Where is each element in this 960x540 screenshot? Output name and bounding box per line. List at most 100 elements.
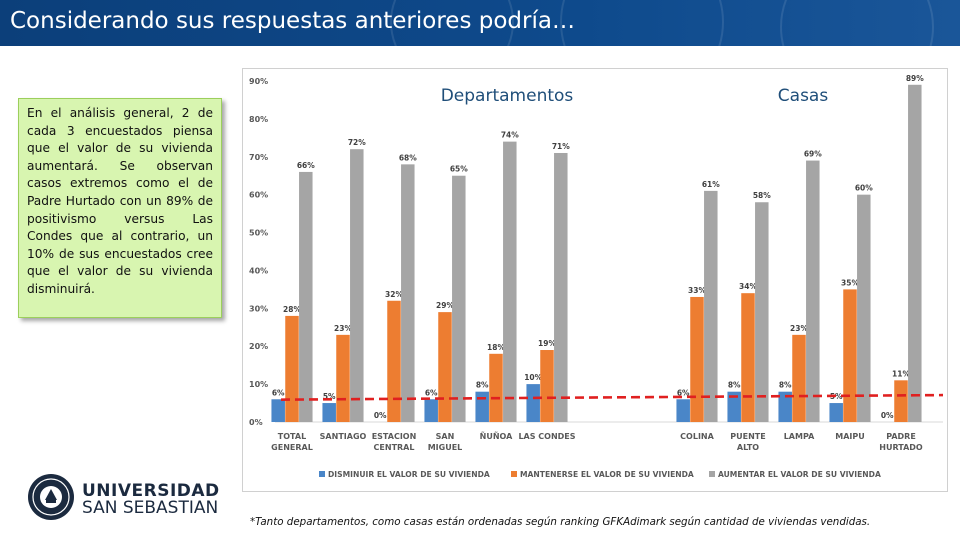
category-label: MIGUEL (428, 443, 463, 452)
data-label: 60% (855, 184, 873, 193)
category-label: ALTO (737, 443, 759, 452)
university-seal-icon (28, 474, 74, 520)
bar (690, 296, 704, 422)
data-label: 0% (374, 411, 387, 420)
data-label: 33% (688, 286, 706, 295)
slide-title: Considerando sus respuestas anteriores p… (10, 8, 575, 34)
data-label: 8% (476, 381, 489, 390)
category-label: MAIPU (835, 432, 865, 441)
legend-entry: MANTENERSE EL VALOR DE SU VIVIENDA (520, 470, 694, 479)
bar (285, 315, 299, 422)
data-label: 5% (830, 392, 843, 401)
y-tick-label: 60% (249, 191, 268, 200)
data-label: 65% (450, 165, 468, 174)
group-label-casas: Casas (778, 86, 829, 106)
watermark-seal-icon (780, 0, 934, 46)
category-label: PUENTE (730, 432, 765, 441)
category-label: TOTAL (278, 432, 306, 441)
logo-line-2: SAN SEBASTIAN (82, 498, 219, 518)
y-tick-label: 10% (249, 380, 268, 389)
bar (704, 190, 718, 422)
data-label: 32% (385, 290, 403, 299)
category-label: PADRE (886, 432, 916, 441)
bar (322, 403, 336, 422)
data-label: 66% (297, 161, 315, 170)
bar (350, 149, 364, 422)
category-label: CENTRAL (374, 443, 415, 452)
bar (676, 399, 690, 422)
y-tick-label: 80% (249, 115, 268, 124)
category-label: ÑUÑOA (480, 431, 513, 441)
bar (452, 175, 466, 422)
bar (727, 391, 741, 422)
legend-swatch (511, 471, 517, 477)
bar (554, 152, 568, 422)
data-label: 8% (728, 381, 741, 390)
bar (424, 399, 438, 422)
data-label: 72% (348, 138, 366, 147)
data-label: 5% (323, 392, 336, 401)
data-label: 61% (702, 180, 720, 189)
legend-entry: DISMINUIR EL VALOR DE SU VIVIENDA (328, 470, 490, 479)
data-label: 28% (283, 305, 301, 314)
bar (401, 164, 415, 422)
y-tick-label: 40% (249, 266, 268, 275)
bar (489, 353, 503, 422)
legend-swatch (709, 471, 715, 477)
data-label: 58% (753, 191, 771, 200)
legend-entry: AUMENTAR EL VALOR DE SU VIVIENDA (718, 470, 881, 479)
y-tick-label: 70% (249, 153, 268, 162)
data-label: 71% (552, 142, 570, 151)
summary-callout: En el análisis general, 2 de cada 3 encu… (18, 98, 222, 318)
data-label: 34% (739, 282, 757, 291)
y-tick-label: 90% (249, 77, 268, 86)
bar (741, 293, 755, 422)
y-tick-label: 0% (249, 418, 263, 427)
bar (475, 391, 489, 422)
data-label: 35% (841, 278, 859, 287)
category-label: SAN (436, 432, 455, 441)
university-logo: UNIVERSIDAD SAN SEBASTIAN (26, 470, 256, 524)
bar (792, 334, 806, 422)
legend-swatch (319, 471, 325, 477)
chart-frame: 0% 10% 20% 30% 40% 50% 60% 70% 80% 90% 6% 5% 0% 6% 8% 1… (242, 68, 948, 492)
bar (778, 391, 792, 422)
bar (336, 334, 350, 422)
bar (829, 403, 843, 422)
bar (806, 160, 820, 423)
category-label: COLINA (680, 432, 714, 441)
data-label: 29% (436, 301, 454, 310)
data-label: 6% (425, 388, 438, 397)
category-label: LAS CONDES (518, 432, 575, 441)
bar (843, 289, 857, 422)
data-label: 6% (677, 388, 690, 397)
logo-line-1: UNIVERSIDAD (82, 481, 220, 501)
data-label: 89% (906, 74, 924, 83)
group-label-departamentos: Departamentos (441, 86, 574, 106)
data-label: 6% (272, 388, 285, 397)
watermark-seal-icon (560, 0, 724, 46)
bar (299, 171, 313, 422)
slide-header: Considerando sus respuestas anteriores p… (0, 0, 960, 46)
data-label: 23% (790, 324, 808, 333)
category-label: GENERAL (271, 443, 313, 452)
data-label: 8% (779, 381, 792, 390)
data-label: 10% (524, 373, 542, 382)
category-label: HURTADO (879, 443, 923, 452)
y-tick-label: 30% (249, 304, 268, 313)
bar (755, 202, 769, 422)
data-label: 74% (501, 131, 519, 140)
data-label: 0% (881, 411, 894, 420)
category-label: LAMPA (784, 432, 815, 441)
data-label: 18% (487, 343, 505, 352)
data-label: 69% (804, 150, 822, 159)
data-label: 11% (892, 369, 910, 378)
watermark-seal-icon (390, 0, 514, 46)
bar (503, 141, 517, 422)
bar (271, 399, 285, 422)
data-label: 68% (399, 153, 417, 162)
bar-chart: 0% 10% 20% 30% 40% 50% 60% 70% 80% 90% 6% 5% 0% 6% 8% 1… (249, 74, 944, 479)
category-label: SANTIAGO (320, 432, 367, 441)
bar (894, 380, 908, 422)
bar (387, 300, 401, 422)
